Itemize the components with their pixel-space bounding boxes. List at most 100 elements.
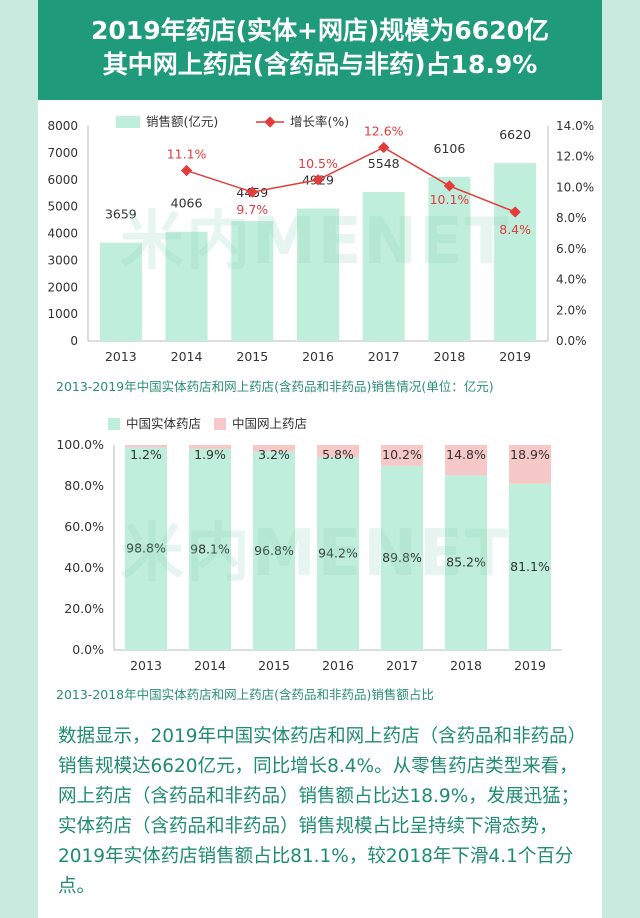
right-tick-label: 8.0% [556,211,587,225]
online-share-bar [317,445,359,457]
offline-share-label: 96.8% [254,543,294,558]
right-tick-label: 0.0% [556,334,587,348]
left-tick-label: 2000 [47,280,78,294]
legend-label-sales: 销售额(亿元) [146,114,218,129]
online-share-bar [253,445,295,452]
sales-bar [231,221,274,341]
offline-share-bar [509,483,551,650]
y-tick-label: 20.0% [64,601,104,616]
x-tick-label: 2016 [302,349,334,364]
online-share-label: 14.8% [446,447,486,462]
y-tick-label: 100.0% [56,437,104,452]
x-tick-label: 2013 [130,658,162,673]
offline-share-label: 98.8% [126,541,166,556]
legend-label-offline: 中国实体药店 [126,416,201,431]
left-tick-label: 1000 [47,307,78,321]
sales-bar [362,191,405,341]
legend-label-online: 中国网上药店 [232,416,307,431]
x-tick-label: 2018 [434,349,466,364]
x-tick-label: 2014 [194,658,226,673]
market-share-chart-svg: 0.0% 20.0% 40.0% 60.0% 80.0% 100.0% 98.8% 1.2% 2… [56,416,562,673]
legend-swatch-offline [108,418,120,430]
x-tick-label: 2015 [236,349,268,364]
page-header: 2019年药店(实体+网店)规模为6620亿 其中网上药店(含药品与非药)占18… [38,0,602,100]
offline-share-bar [381,465,423,650]
right-tick-label: 6.0% [556,242,587,256]
growth-rate-point [509,206,521,218]
legend-label-growth: 增长率(%) [290,114,349,129]
offline-share-bar [445,475,487,650]
offline-share-label: 89.8% [382,550,422,565]
summary-paragraph: 数据显示，2019年中国实体药店和网上药店（含药品和非药品）销售规模达6620亿… [58,726,580,897]
header-title-line-1: 2019年药店(实体+网店)规模为6620亿 [91,16,549,45]
online-share-bar [445,445,487,476]
right-tick-label: 10.0% [556,180,594,194]
online-share-label: 3.2% [258,447,290,462]
online-share-bar [381,445,423,466]
online-share-bar [189,445,231,449]
header-title-line-2: 其中网上药店(含药品与非药)占18.9% [102,50,538,79]
offline-share-bar [253,451,295,650]
sales-bar-label: 5548 [368,156,400,171]
offline-share-label: 98.1% [190,541,230,556]
left-tick-label: 7000 [47,146,78,160]
online-share-bar [509,445,551,484]
left-tick-label: 3000 [47,253,78,267]
sales-bar-label: 3659 [105,207,137,222]
growth-rate-point [378,141,390,154]
y-tick-label: 0.0% [72,642,104,657]
left-tick-label: 0 [70,334,78,348]
x-tick-label: 2017 [386,658,418,673]
right-tick-label: 14.0% [556,119,594,133]
market-share-chart: 0.0% 20.0% 40.0% 60.0% 80.0% 100.0% 98.8% 1.2% 2… [38,408,602,678]
x-tick-label: 2019 [499,349,531,364]
x-tick-label: 2013 [105,349,137,364]
x-tick-label: 2014 [171,349,203,364]
x-tick-label: 2019 [514,658,546,673]
x-tick-label: 2018 [450,658,482,673]
right-tick-label: 4.0% [556,273,587,287]
online-share-label: 1.9% [194,447,226,462]
growth-rate-label: 8.4% [499,222,531,237]
sales-bar-label: 4066 [171,196,203,211]
offline-share-label: 94.2% [318,545,358,560]
sales-growth-chart-svg: 0 1000 2000 3000 4000 5000 6000 7000 8000 0.0% 2.0… [47,114,594,364]
offline-share-bar [317,456,359,650]
growth-rate-point [180,164,193,177]
sales-bar [99,242,142,341]
left-tick-label: 5000 [47,200,78,214]
right-tick-label: 12.0% [556,150,594,164]
left-tick-label: 8000 [47,119,78,133]
chart1-caption: 2013-2019年中国实体药店和网上药店(含药品和非药品)销售情况(单位：亿元… [56,379,494,394]
sales-growth-chart: 0 1000 2000 3000 4000 5000 6000 7000 8000 0.0% 2.0… [38,108,602,370]
left-tick-label: 6000 [47,173,78,187]
online-share-label: 18.9% [510,447,550,462]
growth-rate-line [186,146,516,213]
sales-bar [494,163,537,341]
growth-rate-point [246,186,258,198]
growth-rate-label: 11.1% [167,147,207,162]
left-tick-label: 4000 [47,227,78,241]
sales-bar-label: 6620 [499,127,531,142]
y-tick-label: 80.0% [64,478,104,493]
online-share-bar [125,445,167,448]
chart2-caption: 2013-2018年中国实体药店和网上药店(含药品和非药品)销售额占比 [56,687,434,702]
sales-bar [297,208,339,341]
y-tick-label: 40.0% [64,560,104,575]
sales-bar-label: 6106 [434,141,466,156]
x-tick-label: 2016 [322,658,354,673]
x-tick-label: 2015 [258,658,290,673]
sales-bar [428,176,471,341]
growth-rate-label: 10.5% [298,156,338,171]
legend-swatch-sales [116,116,140,128]
sales-bar [165,231,208,341]
growth-rate-label: 12.6% [364,124,404,139]
offline-share-label: 81.1% [510,559,550,574]
y-tick-label: 60.0% [64,519,104,534]
online-share-label: 5.8% [322,447,354,462]
online-share-label: 1.2% [130,447,162,462]
offline-share-bar [125,447,167,650]
right-tick-label: 2.0% [556,303,587,317]
growth-rate-label: 10.1% [430,192,470,207]
growth-rate-point [443,180,456,192]
